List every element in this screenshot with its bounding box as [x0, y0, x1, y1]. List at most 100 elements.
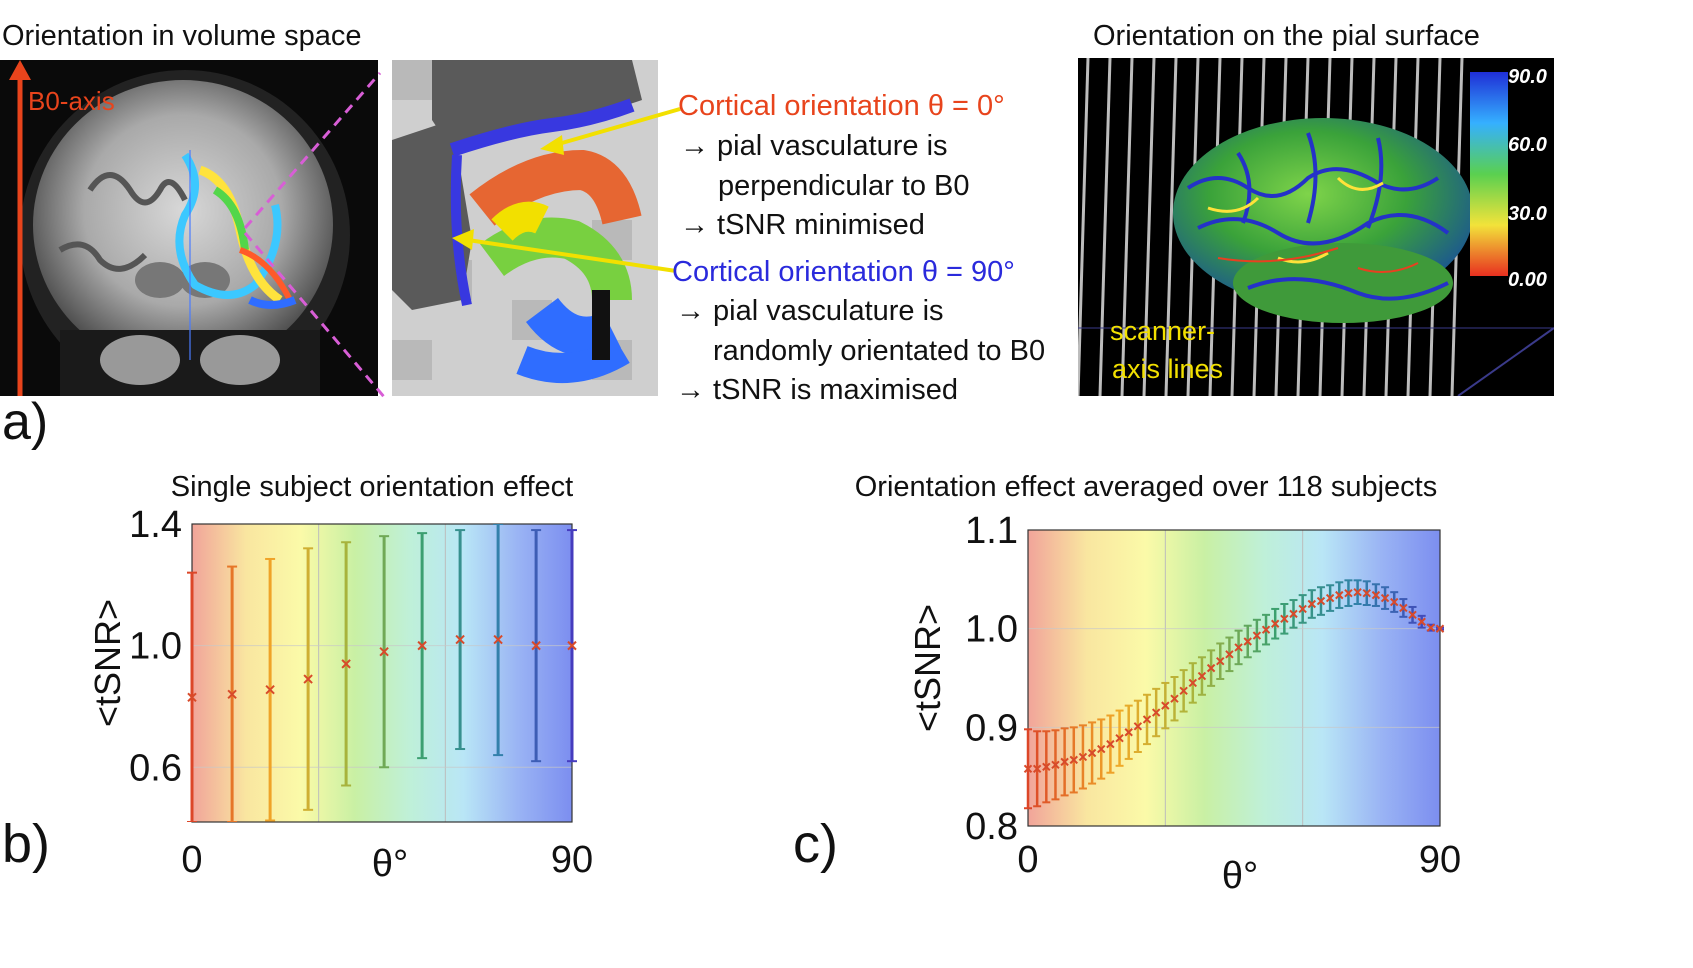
data-point-c-0: [1023, 764, 1033, 773]
data-group-b: [187, 524, 577, 822]
data-point-c-7: [1087, 748, 1097, 758]
data-point-b-8: [493, 634, 503, 645]
volume-space-title: Orientation in volume space: [2, 20, 362, 52]
data-point-c-36: [1353, 587, 1362, 597]
data-point-b-9: [531, 640, 541, 651]
data-point-c-35: [1344, 588, 1353, 598]
coronal-mri-image: [0, 60, 378, 396]
data-point-c-28: [1280, 614, 1289, 624]
x-tick-label-c-1: 90: [1419, 839, 1461, 881]
data-point-c-3: [1051, 760, 1060, 770]
data-point-c-45: [1435, 624, 1445, 633]
data-point-c-15: [1161, 701, 1170, 710]
colorbar-tick-0: 0.00: [1508, 269, 1547, 291]
plot-background-b: [192, 524, 572, 822]
data-point-c-24: [1243, 637, 1252, 646]
data-point-c-41: [1399, 603, 1408, 613]
y-tick-label-c-1: 1.0: [965, 609, 1018, 651]
data-point-c-9: [1106, 739, 1115, 749]
scanner-axis-label-2: axis lines: [1112, 354, 1224, 384]
data-point-c-32: [1316, 596, 1326, 606]
data-point-c-17: [1179, 686, 1188, 696]
panel-a-label: a): [2, 393, 49, 451]
panel-label-c: c): [793, 814, 838, 874]
data-point-c-25: [1252, 631, 1262, 640]
y-axis-label-c: <tSNR>: [907, 604, 948, 732]
y-tick-label-b-0: 1.4: [129, 504, 182, 546]
scanner-axis-label-1: scanner-: [1110, 316, 1216, 346]
x-tick-label-c-0: 0: [1017, 839, 1038, 881]
data-point-b-1: [227, 689, 237, 699]
zoomed-cortex-image: [392, 60, 658, 396]
data-point-b-7: [455, 634, 465, 645]
y-axis-label-b: <tSNR>: [87, 599, 128, 727]
data-point-b-0: [187, 692, 197, 703]
panel-label-b: b): [2, 814, 50, 874]
data-point-c-40: [1390, 597, 1399, 607]
data-point-c-12: [1133, 722, 1143, 731]
x-tick-label-b-0: 0: [181, 839, 202, 881]
pial-surface-image: [1078, 58, 1554, 396]
data-point-c-39: [1380, 593, 1390, 603]
data-point-c-26: [1261, 625, 1271, 634]
data-point-c-11: [1124, 728, 1133, 737]
data-point-c-30: [1298, 604, 1307, 614]
data-point-c-31: [1307, 599, 1317, 609]
heading-theta-0: Cortical orientation θ = 0°: [678, 90, 1005, 122]
chart-title-b: Single subject orientation effect: [171, 471, 574, 503]
data-point-c-8: [1097, 744, 1106, 754]
data-point-c-19: [1197, 671, 1207, 681]
data-point-b-6: [417, 640, 427, 651]
data-point-b-4: [341, 659, 351, 669]
data-point-c-18: [1188, 678, 1198, 688]
data-point-c-29: [1289, 609, 1298, 619]
colorbar-tick-90: 90.0: [1508, 66, 1547, 88]
zoom-lines: [243, 72, 387, 399]
y-tick-label-c-0: 1.1: [965, 510, 1018, 552]
data-point-c-6: [1078, 752, 1088, 762]
pial-surface-title: Orientation on the pial surface: [1093, 20, 1480, 52]
data-point-c-14: [1151, 708, 1161, 717]
data-point-c-27: [1270, 619, 1280, 628]
data-point-c-22: [1225, 650, 1234, 659]
data-point-c-1: [1032, 764, 1042, 773]
data-point-c-4: [1060, 757, 1069, 767]
data-point-c-38: [1371, 590, 1381, 600]
data-point-b-5: [379, 647, 389, 657]
desc-line-90c: → tSNR is maximised: [676, 374, 958, 406]
heading-theta-90: Cortical orientation θ = 90°: [672, 256, 1015, 288]
data-point-c-10: [1115, 733, 1124, 743]
data-point-c-5: [1069, 755, 1078, 765]
colorbar-tick-30: 30.0: [1508, 203, 1547, 225]
desc-line-0b: perpendicular to B0: [718, 170, 970, 202]
data-point-c-2: [1042, 762, 1051, 772]
b0-axis-label: B0-axis: [28, 86, 115, 116]
y-tick-label-b-1: 1.0: [129, 626, 182, 668]
chart-title-c: Orientation effect averaged over 118 sub…: [855, 471, 1438, 503]
data-point-c-37: [1362, 588, 1371, 598]
x-axis-label-b: θ°: [372, 843, 408, 885]
data-point-c-43: [1417, 617, 1426, 626]
data-point-c-33: [1325, 593, 1335, 603]
data-point-c-16: [1170, 694, 1179, 703]
data-point-b-2: [265, 685, 275, 695]
desc-line-90a: → pial vasculature is: [676, 295, 944, 327]
y-tick-label-c-2: 0.9: [965, 707, 1018, 749]
b0-axis-arrow: [9, 60, 31, 396]
desc-line-0a: → pial vasculature is: [680, 130, 948, 162]
annotation-arrows: [452, 107, 681, 273]
data-point-c-34: [1335, 590, 1344, 600]
desc-line-90b: randomly orientated to B0: [713, 335, 1046, 367]
x-tick-label-b-1: 90: [551, 839, 593, 881]
y-tick-label-c-3: 0.8: [965, 806, 1018, 848]
data-point-b-10: [567, 640, 577, 651]
data-point-c-21: [1216, 657, 1225, 666]
x-axis-label-c: θ°: [1222, 855, 1258, 897]
data-group-c: [1023, 579, 1445, 810]
colorbar-tick-60: 60.0: [1508, 134, 1547, 156]
plot-background-c: [1028, 530, 1440, 826]
data-point-c-42: [1408, 610, 1417, 620]
data-point-c-20: [1206, 663, 1216, 673]
data-point-c-44: [1426, 623, 1436, 632]
